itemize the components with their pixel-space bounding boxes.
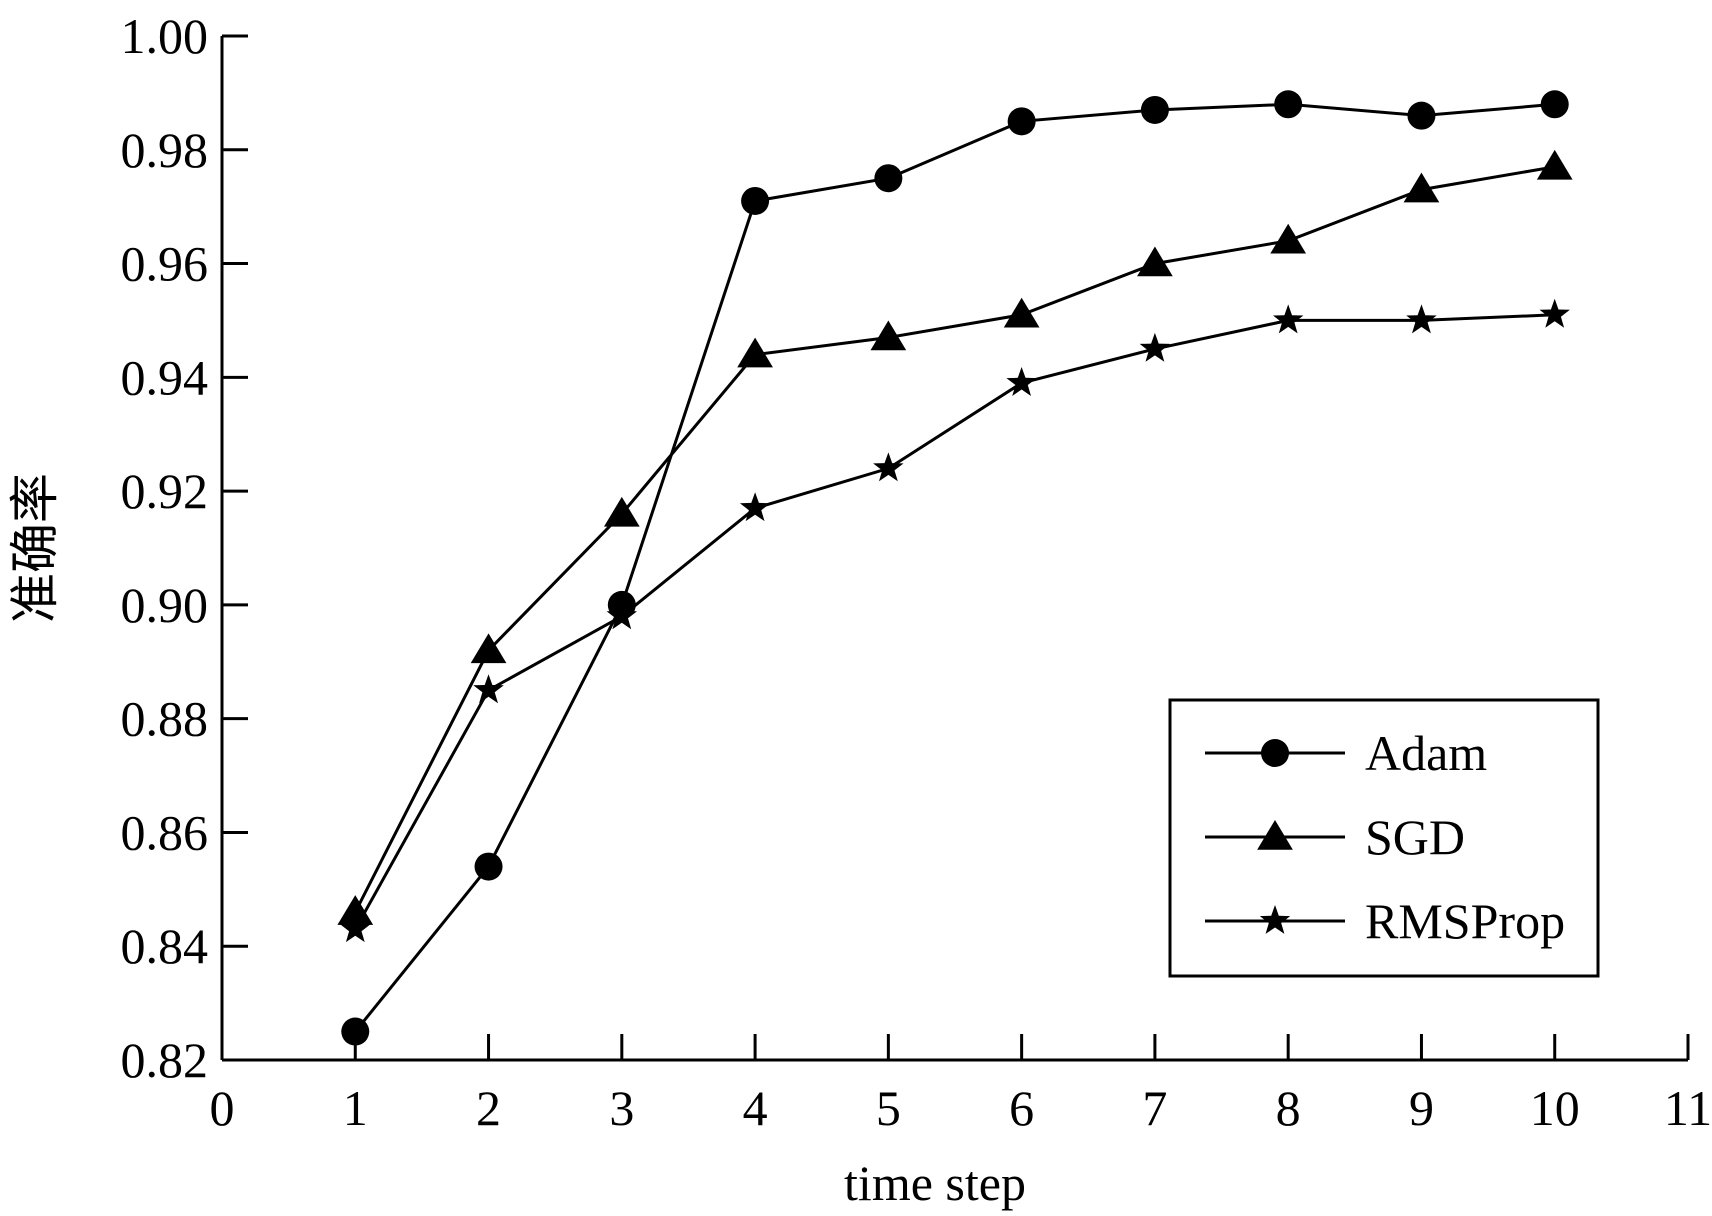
series-line-rmsprop (353, 313, 1555, 930)
x-tick-label: 4 (743, 1080, 768, 1136)
x-tick-label: 2 (476, 1080, 501, 1136)
y-tick-label: 0.92 (121, 463, 209, 519)
y-tick-label: 0.90 (121, 577, 209, 633)
x-tick-label: 9 (1409, 1080, 1434, 1136)
y-tick-label: 0.94 (121, 349, 209, 405)
y-tick-label: 0.84 (121, 918, 209, 974)
data-point-sgd (1003, 297, 1040, 328)
data-point-adam (1140, 95, 1169, 124)
data-point-rmsprop (1006, 367, 1037, 396)
x-tick-label: 10 (1530, 1080, 1580, 1136)
data-point-rmsprop (606, 600, 637, 630)
data-point-sgd (603, 496, 640, 527)
data-point-adam (874, 164, 903, 193)
data-point-sgd (1137, 246, 1173, 277)
series-line-adam (354, 102, 1555, 1033)
data-point-sgd (470, 633, 507, 664)
x-tick-label: 1 (343, 1080, 368, 1136)
y-tick-label: 0.96 (121, 236, 209, 292)
x-tick-label: 0 (210, 1080, 235, 1136)
legend-item-sgd: SGD (1205, 809, 1465, 865)
data-point-adam (474, 852, 503, 881)
series-sgd (337, 149, 1573, 925)
y-tick-label: 0.98 (121, 122, 209, 178)
data-point-rmsprop (1539, 298, 1570, 328)
legend-item-adam: Adam (1205, 725, 1487, 781)
data-point-sgd (870, 320, 907, 351)
data-point-rmsprop (1139, 332, 1171, 362)
data-point-sgd (737, 337, 773, 368)
data-point-rmsprop (1406, 304, 1437, 334)
y-axis-title: 准确率 (7, 473, 63, 623)
data-point-rmsprop (340, 913, 371, 943)
x-tick-label: 5 (876, 1080, 901, 1136)
data-point-adam (341, 1017, 370, 1046)
axes: 0.82 0.84 0.86 0.88 0.90 0.92 0.94 0.96 0.98 1.00… (7, 8, 1712, 1211)
x-tick-label: 3 (609, 1080, 634, 1136)
data-point-adam (741, 186, 770, 215)
legend: Adam SGD RMSProp (1168, 698, 1600, 978)
legend-label-adam: Adam (1365, 725, 1487, 781)
data-point-sgd (337, 895, 374, 925)
legend-marker-rmsprop (1259, 905, 1291, 934)
x-axis-title: time step (844, 1155, 1026, 1211)
legend-marker-adam (1261, 739, 1289, 767)
x-tick-label: 11 (1664, 1080, 1712, 1136)
data-point-rmsprop (873, 452, 904, 482)
data-point-adam (1007, 107, 1036, 136)
legend-marker-sgd (1257, 820, 1293, 850)
series-rmsprop (340, 298, 1570, 943)
x-tick-label: 7 (1142, 1080, 1167, 1136)
data-point-sgd (1536, 149, 1573, 180)
y-tick-label: 0.82 (121, 1032, 209, 1088)
data-point-rmsprop (1273, 304, 1304, 334)
x-tick-label: 6 (1009, 1080, 1034, 1136)
data-point-adam (1540, 90, 1569, 119)
y-tick-label: 0.86 (121, 804, 209, 860)
data-point-adam (1274, 90, 1303, 119)
x-tick-label: 8 (1276, 1080, 1301, 1136)
data-point-rmsprop (739, 492, 771, 522)
legend-label-rmsprop: RMSProp (1365, 893, 1565, 949)
legend-item-rmsprop: RMSProp (1205, 893, 1565, 949)
series-line-sgd (353, 165, 1555, 913)
data-point-rmsprop (473, 674, 504, 704)
y-tick-label: 1.00 (121, 8, 209, 64)
y-tick-label: 0.88 (121, 691, 209, 747)
data-point-sgd (1403, 172, 1440, 203)
series-adam (341, 90, 1569, 1046)
legend-label-sgd: SGD (1365, 809, 1465, 865)
data-point-sgd (1270, 223, 1307, 254)
data-point-adam (1407, 101, 1436, 130)
series-group (337, 90, 1573, 1046)
